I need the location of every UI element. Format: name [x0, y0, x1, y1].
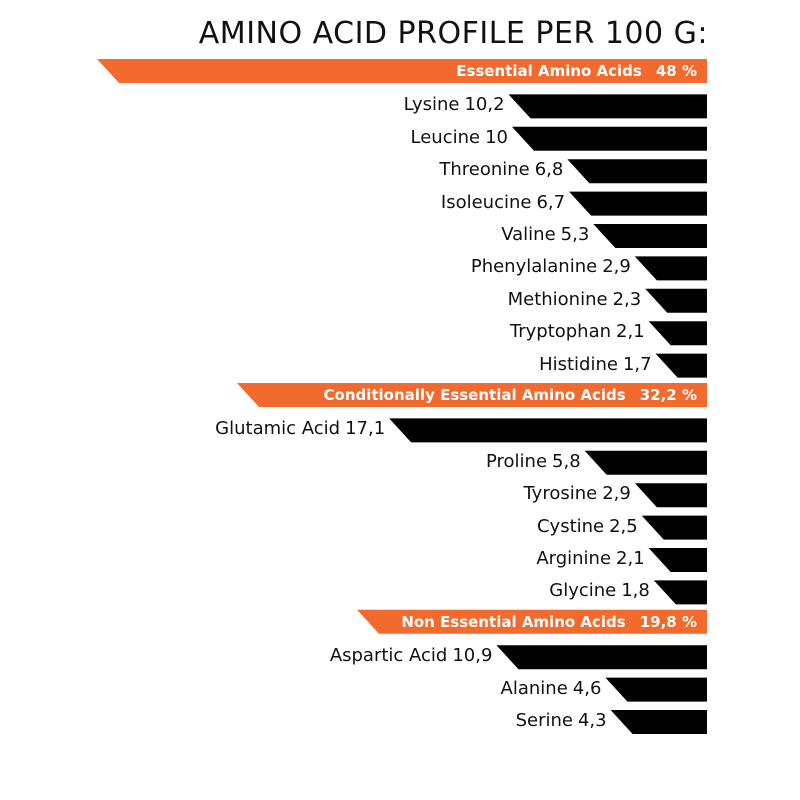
bar	[512, 126, 707, 151]
bar-label: Leucine 10	[411, 126, 508, 150]
amino-acid-name: Alanine	[500, 677, 568, 699]
amino-acid-value: 2,3	[612, 288, 642, 310]
bar	[584, 450, 707, 475]
amino-acid-name: Glutamic Acid	[215, 418, 341, 440]
amino-acid-name: Arginine	[536, 548, 612, 569]
bar-label: Threonine 6,8	[439, 158, 563, 182]
amino-acid-value: 4,3	[577, 710, 607, 731]
amino-acid-name: Isoleucine	[440, 191, 532, 213]
chart-title: AMINO ACID PROFILE PER 100 G:	[198, 16, 708, 51]
bar	[605, 677, 707, 702]
amino-acid-value: 2,1	[616, 321, 645, 343]
amino-acid-value: 10,2	[464, 94, 505, 116]
amino-acid-value: 10,9	[452, 645, 493, 667]
bar-label: Alanine 4,6	[501, 677, 602, 701]
category-band	[357, 609, 707, 634]
amino-acid-value: 1,7	[622, 353, 652, 375]
bar	[610, 710, 707, 734]
bar-label: Cystine 2,5	[537, 515, 638, 539]
category-label: Essential Amino Acids 48 %	[456, 60, 697, 82]
amino-acid-value: 17,1	[345, 418, 386, 440]
amino-acid-value: 2,1	[616, 548, 645, 569]
amino-acid-name: Lysine	[403, 94, 460, 116]
bar	[653, 580, 707, 605]
amino-acid-name: Glycine	[549, 580, 617, 602]
category-name: Conditionally Essential Amino Acids	[323, 386, 626, 404]
bar-label: Valine 5,3	[501, 223, 589, 247]
amino-acid-name: Cystine	[536, 515, 605, 537]
category-percent: 32,2 %	[639, 386, 697, 404]
amino-acid-name: Methionine	[507, 288, 608, 310]
category-percent: 48 %	[655, 62, 697, 80]
bar	[655, 353, 707, 378]
bar-label: Phenylalanine 2,9	[471, 255, 631, 279]
bar-label: Lysine 10,2	[404, 93, 505, 117]
bar-label: Histidine 1,7	[539, 353, 652, 377]
amino-acid-name: Leucine	[410, 126, 481, 148]
bar-label: Glycine 1,8	[549, 579, 650, 603]
amino-acid-value: 5,3	[560, 224, 590, 245]
bar-label: Arginine 2,1	[536, 547, 644, 571]
bar-label: Tryptophan 2,1	[510, 320, 645, 344]
amino-acid-name: Tyrosine	[523, 483, 598, 505]
bar	[634, 256, 707, 281]
category-percent: 19,8 %	[639, 612, 697, 631]
amino-acid-value: 1,8	[621, 580, 650, 602]
bar	[641, 515, 707, 540]
amino-acid-value: 6,8	[534, 159, 564, 181]
amino-acid-value: 2,5	[609, 515, 638, 537]
amino-acid-name: Valine	[501, 224, 556, 245]
amino-acid-value: 10	[485, 126, 508, 148]
bar-label: Isoleucine 6,7	[441, 191, 565, 215]
amino-acid-value: 6,7	[536, 191, 566, 213]
bar-label: Serine 4,3	[516, 709, 607, 733]
bar	[593, 224, 707, 248]
bar	[389, 418, 707, 443]
amino-acid-name: Phenylalanine	[470, 256, 598, 278]
bar	[567, 159, 707, 184]
amino-acid-name: Serine	[515, 710, 573, 731]
bar	[648, 321, 707, 346]
amino-acid-name: Threonine	[439, 159, 530, 181]
bar-label: Tyrosine 2,9	[523, 482, 630, 506]
amino-acid-value: 4,6	[572, 677, 602, 699]
bar	[645, 288, 707, 313]
amino-acid-name: Tryptophan	[509, 321, 612, 343]
category-name: Essential Amino Acids	[456, 62, 642, 80]
bar	[634, 483, 707, 508]
bar-label: Proline 5,8	[486, 450, 581, 474]
amino-acid-value: 2,9	[602, 483, 631, 505]
category-band	[237, 383, 707, 407]
amino-acid-value: 5,8	[552, 450, 581, 472]
bar-label: Methionine 2,3	[508, 288, 642, 312]
bar	[508, 94, 707, 119]
bar	[569, 191, 707, 216]
bar-label: Aspartic Acid 10,9	[330, 644, 493, 668]
category-name: Non Essential Amino Acids	[401, 612, 626, 631]
amino-acid-name: Aspartic Acid	[329, 645, 448, 667]
bar	[648, 548, 707, 572]
category-band	[97, 59, 707, 83]
category-label: Non Essential Amino Acids 19,8 %	[401, 611, 697, 633]
bar	[496, 645, 707, 670]
amino-acid-value: 2,9	[602, 256, 631, 278]
category-label: Conditionally Essential Amino Acids 32,2 …	[324, 384, 698, 406]
bar-label: Glutamic Acid 17,1	[215, 417, 385, 441]
amino-acid-name: Histidine	[539, 353, 618, 375]
amino-acid-name: Proline	[485, 450, 548, 472]
